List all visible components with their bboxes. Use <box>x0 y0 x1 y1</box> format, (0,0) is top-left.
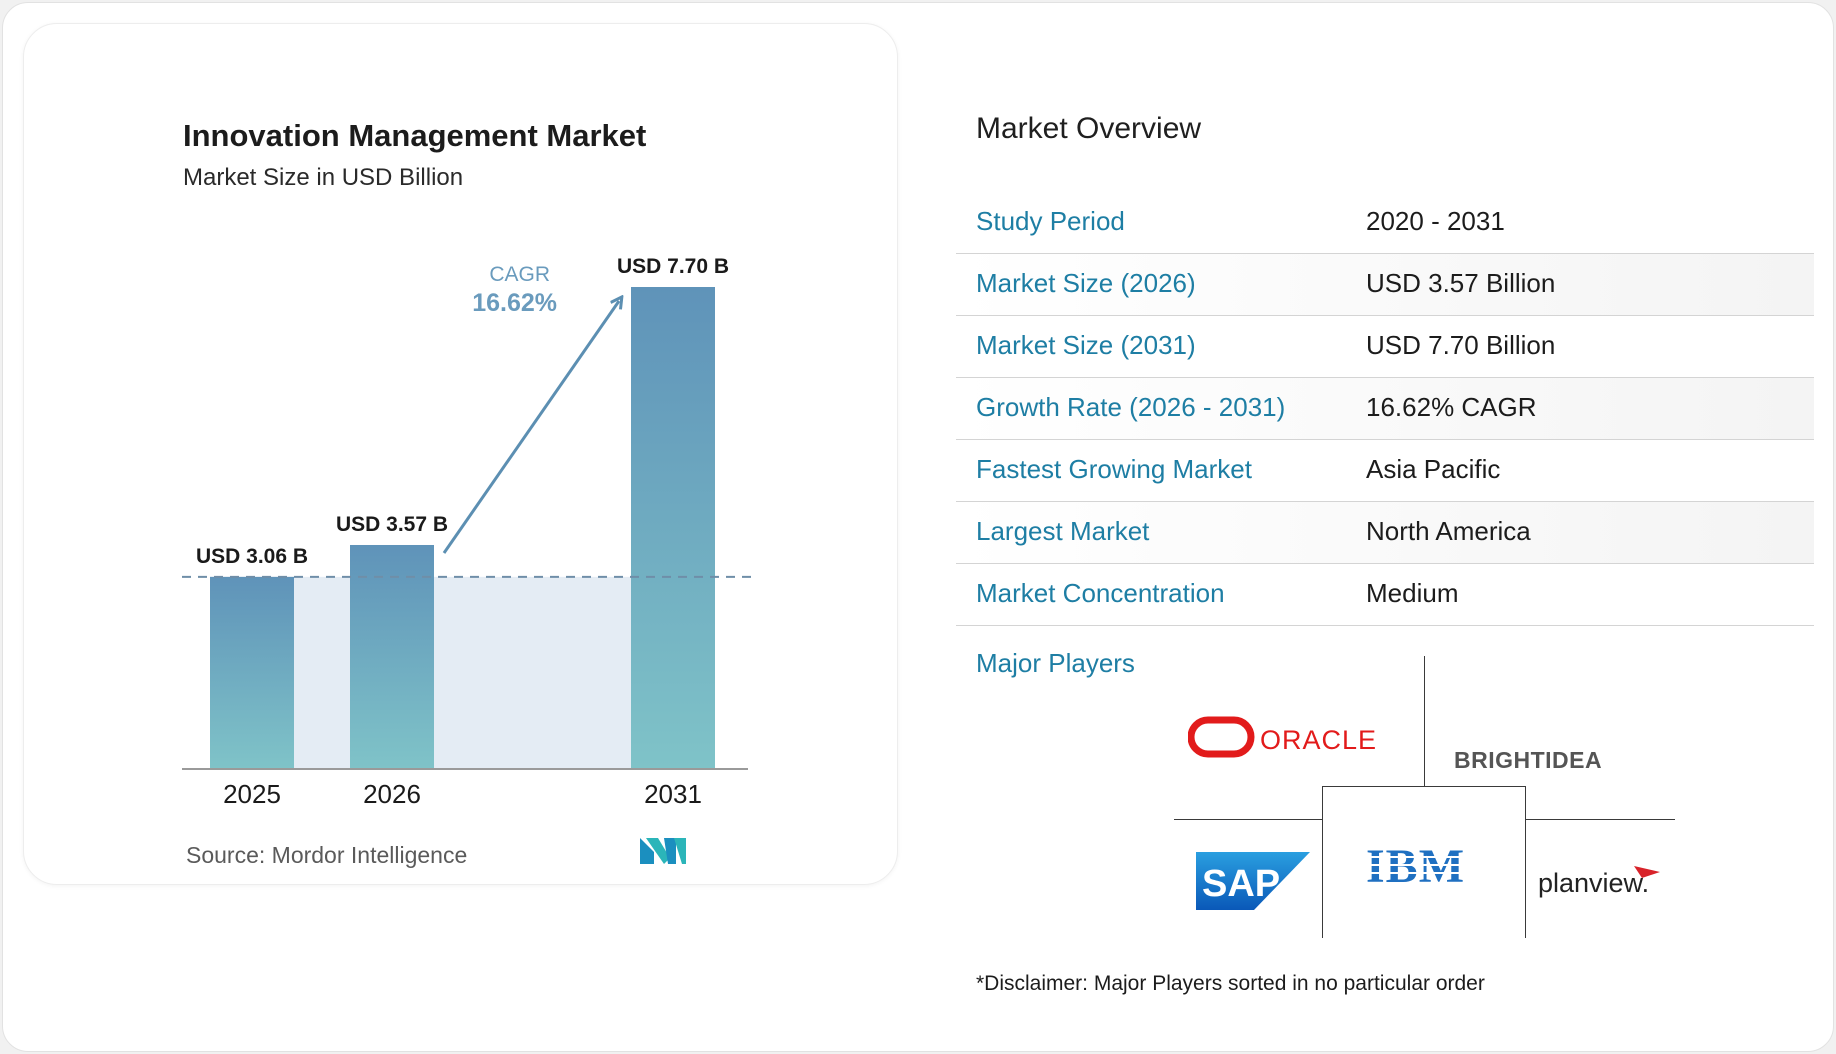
planview-logo-text: planview. <box>1538 868 1649 898</box>
row-label: Fastest Growing Market <box>976 454 1252 484</box>
row-value: 16.62% CAGR <box>1366 392 1537 422</box>
sap-logo-text: SAP <box>1202 863 1280 905</box>
row-value: Medium <box>1366 578 1459 608</box>
overview-row: Market Size (2031) USD 7.70 Billion <box>956 316 1814 378</box>
grid-divider <box>1525 786 1526 938</box>
planview-logo: planview. <box>1538 866 1660 898</box>
x-tick-2031: 2031 <box>644 779 702 809</box>
cagr-value: 16.62% <box>472 289 557 317</box>
row-label: Market Size (2031) <box>976 330 1196 360</box>
chart-source: Source: Mordor Intelligence <box>186 842 468 868</box>
data-label-2025: USD 3.06 B <box>196 545 308 568</box>
disclaimer: *Disclaimer: Major Players sorted in no … <box>976 972 1485 995</box>
row-label: Study Period <box>976 206 1125 236</box>
brightidea-logo: BRIGHTIDEA <box>1454 747 1602 773</box>
overview-title: Market Overview <box>976 112 1202 145</box>
mordor-logo-icon <box>640 838 686 864</box>
bar-2025 <box>210 576 294 768</box>
chart-subtitle: Market Size in USD Billion <box>183 164 464 191</box>
overview-row: Study Period 2020 - 2031 <box>956 192 1814 254</box>
grid-divider <box>1322 786 1525 787</box>
brightidea-logo-text: BRIGHTIDEA <box>1454 747 1602 773</box>
row-value: North America <box>1366 516 1531 546</box>
grid-divider <box>1174 819 1322 820</box>
grid-divider <box>1424 656 1425 786</box>
overview-table: Study Period 2020 - 2031 Market Size (20… <box>956 192 1814 626</box>
grid-divider <box>1322 786 1323 938</box>
reference-band <box>294 576 631 768</box>
planview-swoosh-icon <box>1634 866 1660 878</box>
row-value: USD 7.70 Billion <box>1366 330 1556 360</box>
overview-row: Market Concentration Medium <box>956 564 1814 626</box>
oracle-logo: ORACLE <box>1188 716 1377 758</box>
x-tick-2026: 2026 <box>363 779 421 809</box>
ibm-logo: IBM <box>1364 840 1484 890</box>
sap-logo: SAP <box>1196 852 1310 910</box>
row-value: 2020 - 2031 <box>1366 206 1505 236</box>
row-label: Largest Market <box>976 516 1150 546</box>
cagr-arrow <box>442 301 619 554</box>
oracle-logo-text: ORACLE <box>1260 725 1377 755</box>
grid-divider <box>1525 819 1675 820</box>
row-value: USD 3.57 Billion <box>1366 268 1556 298</box>
bar-chart: USD 3.06 B 2025 USD 3.57 B 2026 USD 7.70 B 20… <box>182 255 752 809</box>
row-value: Asia Pacific <box>1366 454 1501 484</box>
cagr-label: CAGR <box>489 263 550 286</box>
major-players-title: Major Players <box>976 648 1135 678</box>
data-label-2026: USD 3.57 B <box>336 513 448 536</box>
overview-row: Growth Rate (2026 - 2031) 16.62% CAGR <box>956 378 1814 440</box>
x-tick-2025: 2025 <box>223 779 281 809</box>
chart-title: Innovation Management Market <box>183 118 647 153</box>
overview-row: Market Size (2026) USD 3.57 Billion <box>956 254 1814 316</box>
overview-row: Largest Market North America <box>956 502 1814 564</box>
row-label: Market Size (2026) <box>976 268 1196 298</box>
row-label: Growth Rate (2026 - 2031) <box>976 392 1286 422</box>
bar-2031 <box>631 287 715 768</box>
row-label: Market Concentration <box>976 578 1225 608</box>
data-label-2031: USD 7.70 B <box>617 255 729 278</box>
overview-row: Fastest Growing Market Asia Pacific <box>956 440 1814 502</box>
bar-2026 <box>350 544 434 768</box>
